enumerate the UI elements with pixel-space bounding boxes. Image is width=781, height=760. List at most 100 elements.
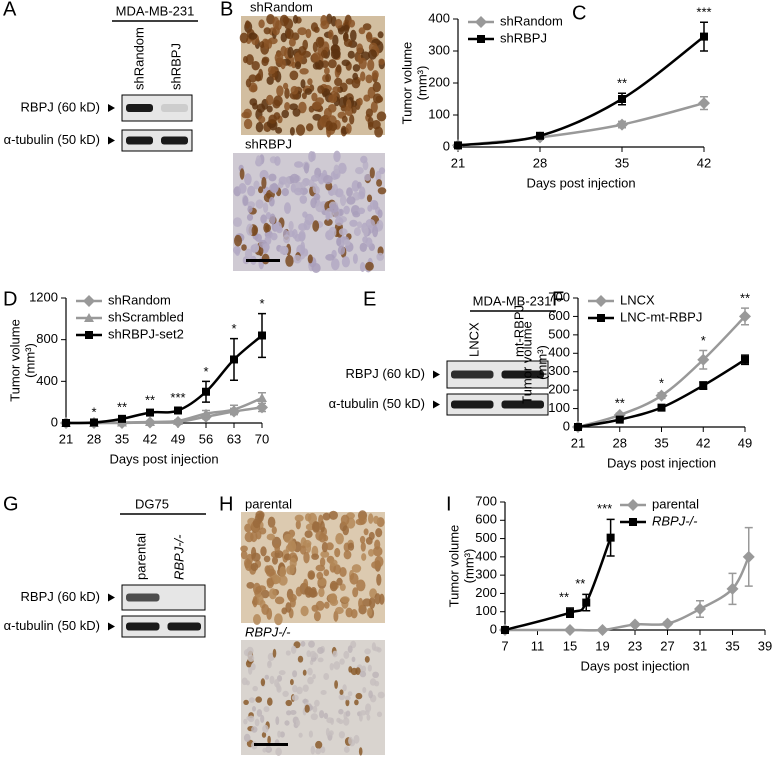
y-axis-title: Tumor volume bbox=[7, 319, 22, 402]
nucleus bbox=[358, 27, 366, 35]
marker bbox=[741, 355, 749, 364]
x-tick-label: 49 bbox=[171, 431, 185, 446]
nucleus bbox=[341, 256, 350, 268]
nucleus bbox=[259, 169, 269, 181]
nucleus bbox=[376, 573, 382, 586]
nucleus bbox=[328, 510, 338, 520]
y-tick-label: 100 bbox=[548, 400, 570, 415]
nucleus bbox=[355, 167, 364, 175]
nucleus bbox=[368, 49, 377, 60]
y-tick-label: 600 bbox=[475, 512, 497, 527]
panel-letter: I bbox=[446, 493, 452, 515]
marker bbox=[501, 626, 509, 634]
nucleus bbox=[368, 121, 374, 131]
nucleus bbox=[325, 542, 334, 551]
nucleus bbox=[369, 199, 378, 210]
nucleus bbox=[351, 77, 361, 89]
x-tick-label: 28 bbox=[613, 435, 627, 450]
nucleus bbox=[356, 43, 364, 54]
nucleus bbox=[250, 562, 259, 572]
nucleus bbox=[262, 747, 267, 753]
nucleus bbox=[310, 745, 315, 755]
nucleus bbox=[335, 606, 344, 615]
nucleus bbox=[372, 546, 383, 557]
nucleus bbox=[281, 109, 290, 119]
nucleus bbox=[285, 602, 292, 613]
nucleus bbox=[297, 655, 304, 663]
nucleus bbox=[303, 219, 311, 231]
nucleus bbox=[376, 179, 383, 187]
nucleus bbox=[275, 747, 282, 756]
nucleus bbox=[266, 568, 276, 576]
panel-letter: F bbox=[552, 288, 564, 310]
nucleus bbox=[311, 521, 320, 533]
nucleus bbox=[272, 99, 281, 109]
x-tick-label: 31 bbox=[693, 638, 707, 653]
nucleus bbox=[365, 74, 373, 84]
nucleus bbox=[350, 609, 358, 619]
nucleus bbox=[362, 236, 368, 244]
nucleus bbox=[252, 685, 258, 692]
legend-marker bbox=[629, 518, 637, 526]
y-tick-label: 400 bbox=[475, 548, 497, 563]
nucleus bbox=[280, 45, 287, 57]
nucleus bbox=[340, 596, 350, 603]
nucleus bbox=[352, 64, 361, 72]
nucleus bbox=[269, 183, 279, 193]
nucleus bbox=[290, 85, 299, 95]
x-tick-label: 63 bbox=[227, 431, 241, 446]
nucleus bbox=[290, 679, 294, 686]
nucleus bbox=[375, 528, 383, 538]
nucleus bbox=[329, 663, 334, 671]
nucleus bbox=[341, 59, 351, 67]
nucleus bbox=[312, 705, 318, 713]
nucleus bbox=[344, 695, 351, 701]
nucleus bbox=[257, 585, 267, 592]
x-tick-label: 23 bbox=[628, 638, 642, 653]
nucleus bbox=[258, 512, 264, 522]
nucleus bbox=[320, 746, 326, 754]
nucleus bbox=[315, 564, 326, 572]
nucleus bbox=[358, 597, 364, 610]
nucleus bbox=[376, 111, 387, 122]
nucleus bbox=[276, 85, 284, 97]
marker bbox=[661, 617, 674, 630]
nucleus bbox=[270, 232, 278, 241]
y-tick-label: 100 bbox=[475, 603, 497, 618]
marker bbox=[698, 97, 710, 110]
marker bbox=[596, 624, 609, 636]
nucleus bbox=[328, 94, 338, 104]
row-arrow bbox=[433, 400, 440, 409]
x-tick-label: 21 bbox=[571, 435, 585, 450]
nucleus bbox=[239, 32, 249, 44]
nucleus bbox=[295, 719, 301, 727]
nucleus bbox=[283, 533, 294, 543]
nucleus bbox=[311, 604, 319, 612]
nucleus bbox=[323, 673, 330, 680]
nucleus bbox=[338, 719, 344, 725]
image-label: shRandom bbox=[250, 0, 313, 14]
nucleus bbox=[335, 65, 342, 73]
nucleus bbox=[275, 716, 280, 725]
nucleus bbox=[255, 696, 262, 703]
x-tick-label: 42 bbox=[697, 155, 711, 170]
nucleus bbox=[367, 59, 375, 71]
nucleus bbox=[362, 687, 367, 693]
nucleus bbox=[261, 604, 270, 615]
nucleus bbox=[320, 520, 325, 533]
x-axis-title: Days post injection bbox=[526, 175, 635, 190]
nucleus bbox=[299, 181, 307, 189]
nucleus bbox=[247, 205, 253, 213]
nucleus bbox=[303, 162, 310, 174]
series-line bbox=[504, 537, 612, 632]
nucleus bbox=[353, 734, 360, 744]
image-label: parental bbox=[245, 496, 292, 511]
nucleus bbox=[365, 218, 376, 228]
nucleus bbox=[323, 175, 333, 185]
nucleus bbox=[247, 715, 255, 723]
blot-box bbox=[446, 393, 549, 416]
nucleus bbox=[304, 704, 310, 713]
nucleus bbox=[337, 162, 347, 174]
nucleus bbox=[263, 202, 269, 213]
marker bbox=[564, 624, 576, 636]
